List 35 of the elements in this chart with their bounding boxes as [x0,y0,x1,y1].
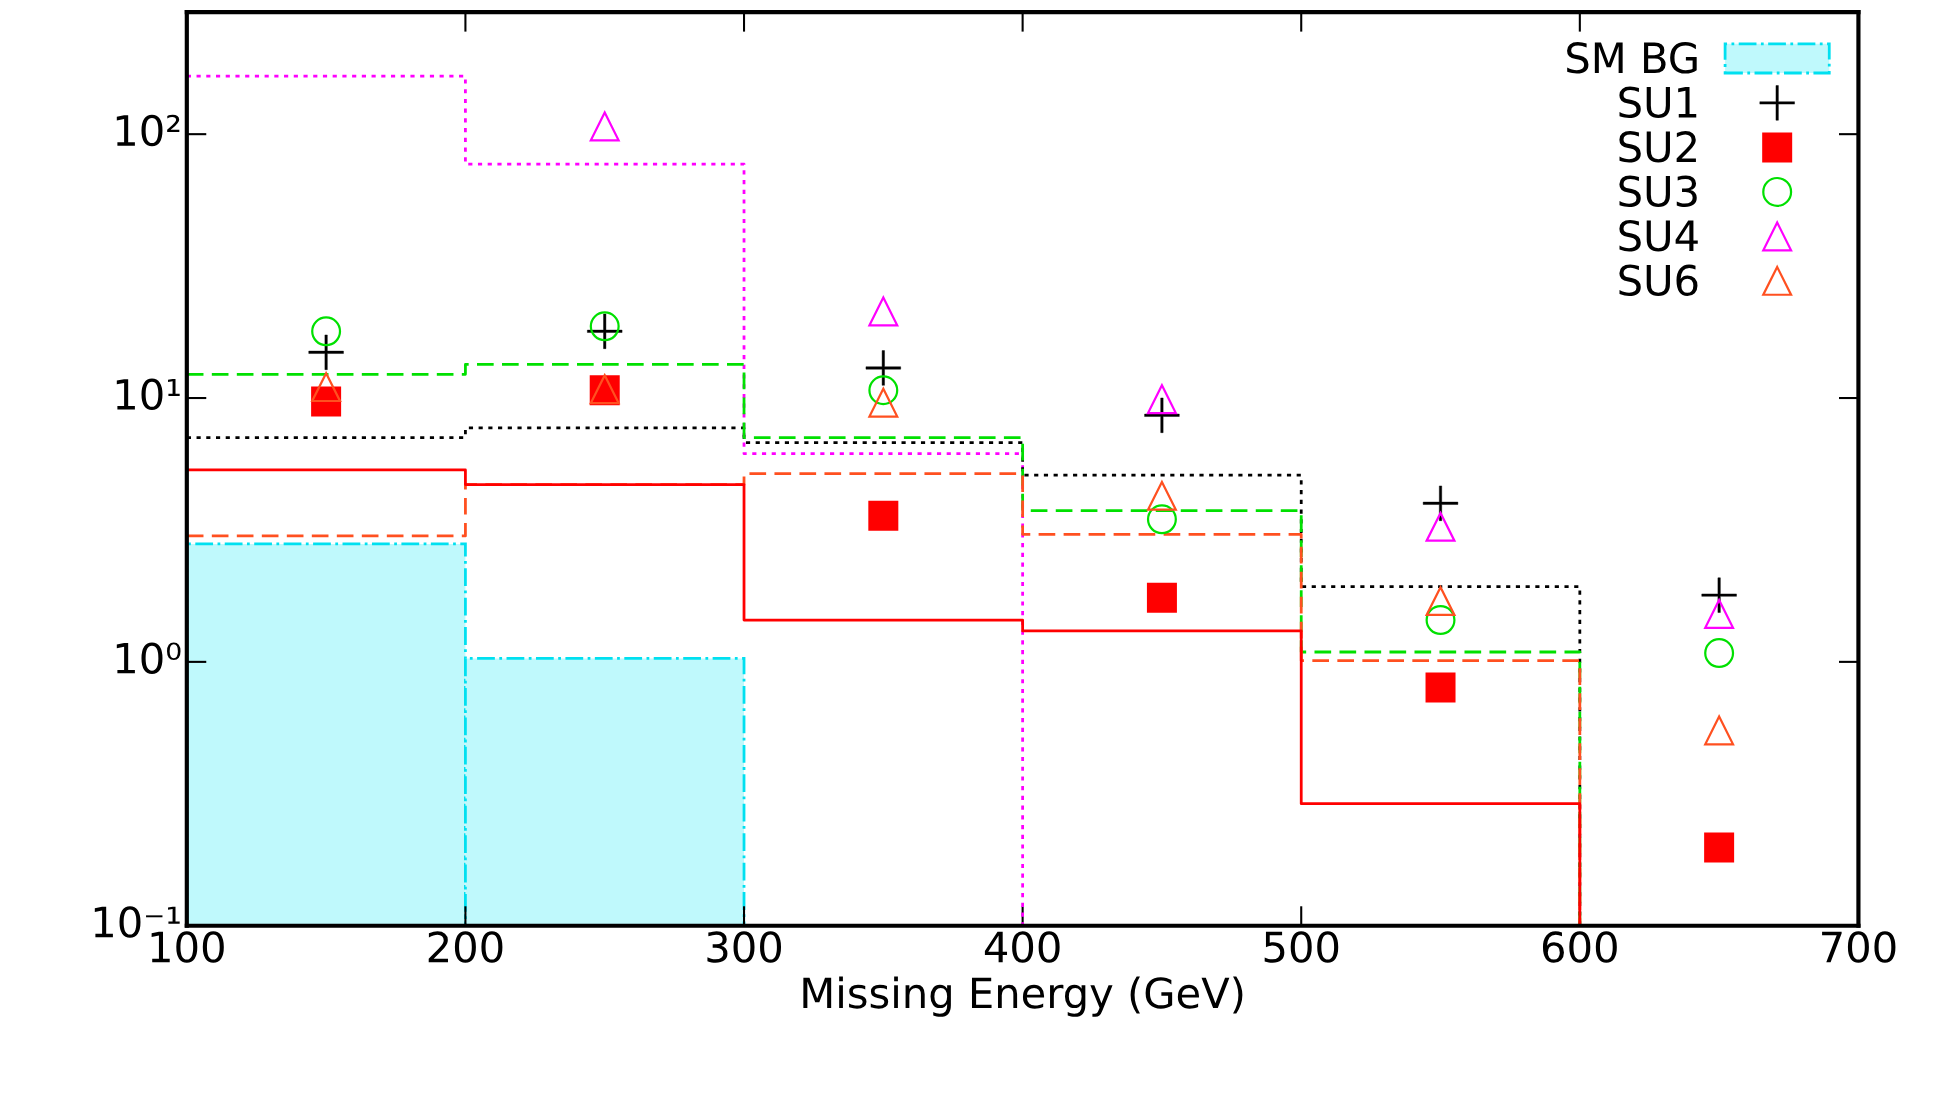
x-axis-title: Missing Energy (GeV) [803,976,1243,1017]
legend-label: SU1 [1619,86,1697,119]
point [311,316,342,347]
x-tick-label: 600 [1542,931,1617,963]
point [1704,715,1735,746]
point [589,111,620,142]
point [868,500,899,531]
point [1146,504,1177,535]
x-tick-label: 200 [428,931,503,963]
point [1704,832,1735,863]
y-tick-label: 10⁰ [116,642,181,674]
point [1425,586,1456,617]
point [868,375,899,406]
point [1704,598,1735,629]
point [1425,605,1456,636]
point [868,387,899,418]
x-tick-label: 400 [984,931,1060,963]
x-tick-label: 300 [707,931,782,963]
x-tick-label: 700 [1822,931,1896,963]
point [311,372,342,403]
y-tick-label: 10¹ [116,378,180,411]
x-tick-label: 500 [1264,931,1339,963]
point [1146,384,1177,415]
legend-label: SU6 [1619,264,1698,297]
legend-label: SU4 [1619,220,1698,252]
legend-label: SU2 [1619,131,1696,163]
legend-label: SU3 [1619,175,1697,208]
point [1146,480,1177,511]
y-tick-label: 10² [116,114,180,147]
point [1704,638,1735,669]
point [1146,582,1177,613]
legend-label: SM BG [1567,42,1697,74]
point [868,296,899,327]
point [1425,511,1456,542]
point [1425,672,1456,703]
